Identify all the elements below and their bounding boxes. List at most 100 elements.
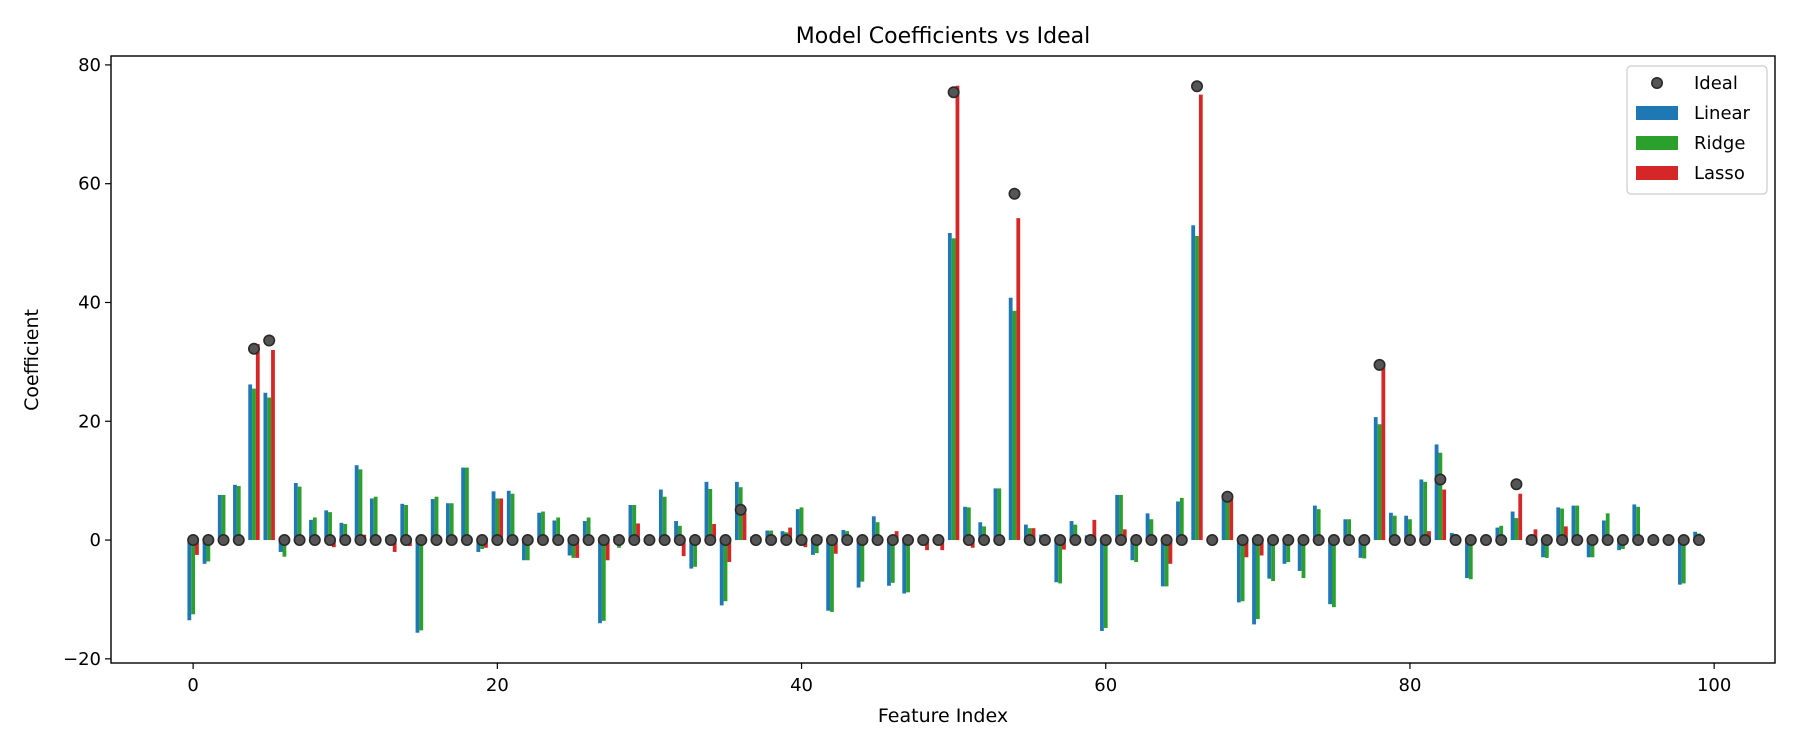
lasso-bar — [1518, 493, 1523, 541]
linear-bar — [400, 503, 405, 541]
ideal-point — [460, 534, 473, 547]
ideal-point — [856, 534, 869, 547]
ridge-bar — [1575, 505, 1580, 541]
ideal-point — [1282, 534, 1295, 547]
x-tick-label: 40 — [790, 675, 813, 696]
linear-bar — [446, 503, 450, 541]
ideal-point — [552, 534, 565, 547]
ridge-bar — [1408, 519, 1412, 541]
ridge-bar — [1195, 235, 1199, 541]
ideal-point — [1403, 534, 1416, 547]
linear-bar — [1434, 444, 1439, 541]
ideal-point — [308, 534, 321, 547]
lasso-bar — [833, 540, 838, 554]
linear-bar — [248, 384, 253, 541]
linear-bar — [1419, 479, 1424, 541]
linear-bar — [1343, 519, 1348, 541]
linear-bar — [674, 521, 678, 541]
ridge-bar — [1149, 519, 1154, 541]
ideal-point — [1221, 490, 1234, 503]
ideal-point — [749, 534, 762, 547]
ridge-bar — [358, 469, 363, 541]
ridge-bar — [586, 517, 591, 541]
ridge-bar — [875, 522, 880, 541]
linear-bar — [1389, 512, 1393, 541]
legend-lasso-swatch — [1636, 166, 1678, 180]
ridge-bar — [465, 467, 469, 541]
ridge-bar — [495, 498, 500, 541]
ridge-bar — [312, 517, 317, 541]
ridge-bar — [282, 540, 287, 557]
lasso-bar — [940, 540, 945, 551]
linear-bar — [1191, 225, 1196, 541]
ridge-bar — [723, 540, 728, 602]
ridge-bar — [1103, 540, 1108, 628]
ideal-point — [1206, 534, 1219, 547]
ideal-point — [871, 534, 884, 547]
ideal-point — [1480, 534, 1493, 547]
ridge-bar — [1468, 540, 1473, 580]
lasso-bar — [636, 523, 640, 541]
lasso-bar — [499, 498, 504, 541]
linear-bar — [430, 499, 435, 541]
ideal-point — [1343, 534, 1356, 547]
linear-bar — [1160, 540, 1165, 587]
ideal-point — [369, 534, 382, 547]
ideal-point — [1388, 534, 1401, 547]
ridge-bar — [982, 526, 986, 541]
ideal-point — [1510, 478, 1523, 491]
linear-bar — [1176, 501, 1180, 541]
ridge-bar — [1164, 540, 1169, 587]
ideal-point — [597, 534, 610, 547]
lasso-bar — [1016, 218, 1021, 541]
ridge-bar — [1058, 540, 1063, 584]
ideal-point — [704, 534, 717, 547]
legend-ideal-label: Ideal — [1694, 73, 1738, 94]
ideal-point — [765, 534, 778, 547]
ridge-bar — [1134, 540, 1139, 563]
y-tick-label: −20 — [63, 649, 101, 670]
chart-title: Model Coefficients vs Ideal — [796, 24, 1091, 49]
ideal-point — [567, 534, 580, 547]
linear-bar — [1297, 540, 1302, 571]
ideal-point — [993, 534, 1006, 547]
ridge-bar — [890, 540, 895, 583]
ideal-point — [1160, 534, 1173, 547]
ideal-point — [1084, 534, 1097, 547]
y-tick-label: 60 — [78, 174, 101, 195]
linear-bar — [309, 519, 313, 541]
linear-bar — [826, 540, 831, 611]
ideal-point — [521, 534, 534, 547]
linear-bar — [522, 540, 526, 561]
ideal-point — [780, 534, 793, 547]
lasso-bar — [925, 540, 929, 551]
ideal-point — [689, 534, 702, 547]
ideal-point — [1662, 534, 1675, 547]
ridge-bar — [814, 540, 819, 554]
lasso-bar — [1381, 363, 1386, 541]
linear-bar — [1465, 540, 1469, 579]
ridge-bar — [1073, 524, 1078, 541]
linear-bar — [1267, 540, 1272, 579]
linear-bar — [1221, 498, 1226, 541]
ridge-bar — [1438, 452, 1443, 541]
lasso-bar — [681, 540, 686, 557]
ideal-point — [293, 534, 306, 547]
ideal-point — [841, 534, 854, 547]
linear-bar — [506, 490, 511, 541]
x-tick-label: 20 — [486, 675, 509, 696]
linear-bar — [1023, 524, 1028, 541]
lasso-bar — [1563, 526, 1568, 541]
y-axis-label: Coefficient — [21, 309, 43, 411]
ideal-point — [1297, 534, 1310, 547]
ideal-point — [1601, 534, 1614, 547]
linear-bar — [567, 540, 572, 556]
ideal-point — [1677, 534, 1690, 547]
ideal-point — [263, 334, 276, 347]
ridge-bar — [221, 494, 226, 541]
lasso-bar — [1092, 519, 1097, 541]
ideal-point — [1692, 534, 1705, 547]
y-tick-label: 0 — [90, 530, 101, 551]
ridge-bar — [1590, 540, 1595, 558]
linear-bar — [461, 467, 466, 541]
